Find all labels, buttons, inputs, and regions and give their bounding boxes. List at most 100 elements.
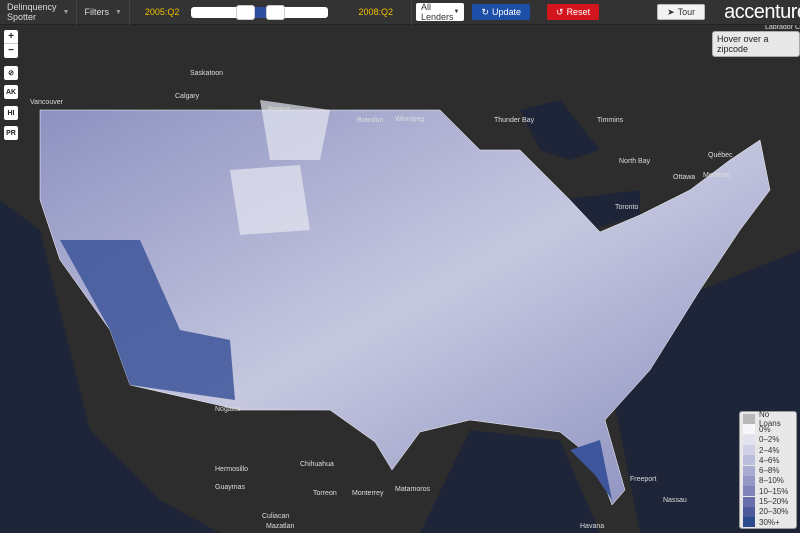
city-label: Timmins	[597, 117, 624, 124]
update-button[interactable]: ↻ Update	[472, 4, 531, 20]
legend-swatch	[743, 486, 755, 497]
filters-label: Filters	[84, 7, 109, 17]
great-lakes	[520, 100, 640, 230]
legend-label: 2–4%	[759, 445, 780, 455]
slider-handle-end[interactable]	[266, 4, 286, 20]
date-range-slider[interactable]	[191, 4, 329, 20]
legend-label: 0%	[759, 424, 771, 434]
legend-item: 6–8%	[743, 465, 793, 476]
top-navbar: Delinquency Spotter ▼ Filters ▼ 2005:Q2 20…	[0, 0, 800, 25]
logo-text: accenture	[724, 0, 800, 23]
city-label: Nogales	[215, 406, 241, 413]
legend-label: 10–15%	[759, 486, 789, 496]
legend-swatch	[743, 445, 755, 456]
lender-select[interactable]: All Lenders ▼	[415, 2, 465, 22]
city-label: Hermosillo	[215, 466, 248, 473]
compass-icon: ⊘	[8, 70, 14, 77]
city-label: Montreal	[703, 172, 731, 179]
legend-label: 6–8%	[759, 466, 780, 476]
legend-label: 0–2%	[759, 435, 780, 445]
legend-label: 15–20%	[759, 497, 789, 507]
tour-button[interactable]: ➤ Tour	[657, 4, 706, 20]
hawaii-button[interactable]: HI	[4, 106, 18, 120]
legend-label: 30%+	[759, 517, 780, 527]
city-label: Guaymas	[215, 484, 245, 491]
legend-swatch	[743, 506, 755, 517]
legend-item: 8–10%	[743, 475, 793, 486]
legend-label: 20–30%	[759, 507, 789, 517]
caret-down-icon: ▼	[114, 8, 122, 16]
lender-select-value: All Lenders	[420, 2, 454, 22]
city-label: Toronto	[615, 204, 638, 211]
city-label: Brandon	[357, 117, 384, 124]
legend-item: 2–4%	[743, 445, 793, 456]
legend-swatch	[743, 455, 755, 466]
city-label: Freeport	[630, 476, 657, 483]
city-label: North Bay	[619, 158, 651, 165]
slider-range	[253, 6, 277, 18]
city-label: Culiacan	[262, 513, 289, 520]
legend-swatch	[743, 434, 755, 445]
start-date: 2005:Q2	[144, 7, 180, 17]
legend-item: 0%	[743, 424, 793, 435]
legend-item: 30%+	[743, 517, 793, 528]
update-label: Update	[491, 7, 522, 17]
city-label: Havana	[580, 523, 604, 530]
legend-swatch	[743, 424, 755, 435]
legend-swatch	[743, 414, 755, 425]
app-menu[interactable]: Delinquency Spotter ▼	[0, 0, 78, 25]
legend-item: No Loans	[743, 410, 793, 428]
undo-icon: ↺	[556, 6, 564, 17]
city-label: Regina	[268, 106, 290, 113]
app-title: Delinquency Spotter	[7, 2, 57, 22]
reset-button[interactable]: ↺ Reset	[547, 4, 600, 20]
low-delinquency-region	[230, 100, 330, 235]
legend-swatch	[743, 517, 755, 528]
filters-menu[interactable]: Filters ▼	[77, 0, 130, 25]
city-label: Nassau	[663, 497, 687, 504]
legend-item: 15–20%	[743, 496, 793, 507]
legend-swatch	[743, 475, 755, 486]
legend-item: 4–6%	[743, 455, 793, 466]
city-label: Saskatoon	[190, 70, 223, 77]
map-legend: No Loans 0% 0–2% 2–4% 4–6% 6–8% 8–10% 10–15% 15–…	[739, 410, 797, 529]
legend-swatch	[743, 465, 755, 476]
choropleth-map[interactable]: Saskatoon Calgary Regina Brandon Winnipeg Van…	[0, 25, 800, 533]
puerto-rico-button[interactable]: PR	[4, 126, 18, 140]
city-label: Winnipeg	[395, 116, 424, 123]
locate-button[interactable]: ⊘	[4, 66, 18, 80]
high-delinquency-southwest	[60, 240, 235, 400]
legend-label: 4–6%	[759, 455, 780, 465]
city-label: Matamoros	[395, 486, 431, 493]
high-delinquency-florida	[570, 440, 612, 500]
zoom-in-button[interactable]: +	[4, 30, 18, 44]
refresh-icon: ↻	[481, 6, 489, 17]
city-label: Chihuahua	[300, 461, 334, 468]
city-label: Labrador City	[765, 25, 800, 31]
city-label: Torreon	[313, 490, 337, 497]
legend-label: 8–10%	[759, 476, 784, 486]
legend-item: 0–2%	[743, 434, 793, 445]
zoom-out-button[interactable]: −	[8, 45, 14, 56]
accenture-logo: >accenture	[724, 0, 800, 24]
slider-handle-start[interactable]	[236, 4, 256, 20]
caret-down-icon: ▼	[453, 9, 460, 15]
legend-item: 10–15%	[743, 486, 793, 497]
city-label: Calgary	[175, 93, 200, 100]
city-label: Monterrey	[352, 490, 384, 497]
us-zipcode-regions[interactable]	[39, 109, 771, 506]
end-date: 2008:Q2	[358, 7, 393, 17]
legend-item: 20–30%	[743, 506, 793, 517]
legend-swatch	[743, 496, 755, 507]
rocket-icon: ➤	[667, 6, 675, 17]
hover-hint-tooltip: Hover over a zipcode	[712, 31, 800, 57]
caret-down-icon: ▼	[62, 8, 70, 16]
zoom-control: + −	[4, 30, 18, 58]
city-label: Québec	[708, 152, 733, 159]
city-label: Ottawa	[673, 174, 695, 181]
reset-label: Reset	[566, 7, 591, 17]
alaska-button[interactable]: AK	[4, 85, 18, 99]
city-label: Thunder Bay	[494, 117, 535, 124]
city-label: Vancouver	[30, 99, 64, 106]
city-label: Mazatlan	[266, 523, 295, 530]
